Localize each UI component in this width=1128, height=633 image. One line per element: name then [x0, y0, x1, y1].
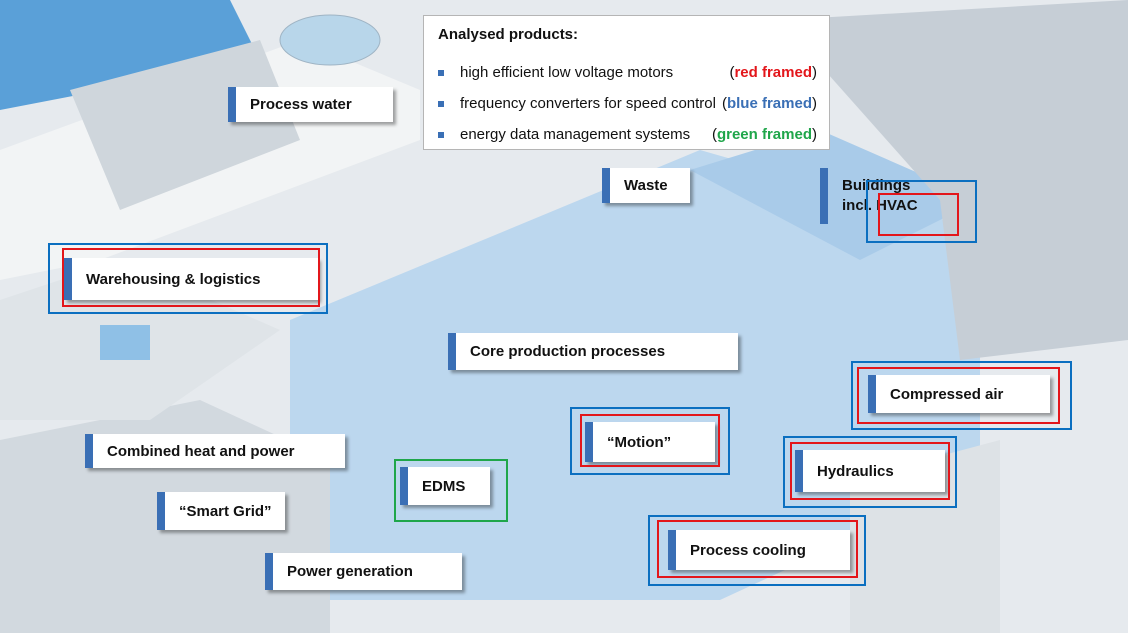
- label-box: Process water: [228, 87, 393, 122]
- label-box: “Smart Grid”: [157, 492, 285, 530]
- paren: (: [721, 95, 727, 112]
- label-text: “Smart Grid”: [179, 502, 272, 520]
- paren: (: [729, 64, 735, 81]
- legend-title: Analysed products:: [438, 26, 579, 43]
- label-box: Core production processes: [448, 333, 738, 370]
- legend-text: high efficient low voltage motors: [460, 64, 674, 81]
- legend: Analysed products: high efficient low vo…: [423, 15, 830, 150]
- label-bar: [265, 553, 273, 590]
- paren: ): [812, 95, 817, 112]
- water-building: [70, 40, 300, 210]
- legend-note: (blue framed): [722, 95, 817, 112]
- label-text: Compressed air: [890, 385, 1004, 403]
- label-bar: [602, 168, 610, 203]
- paren: ): [812, 64, 817, 81]
- label-bar: [85, 434, 93, 468]
- label-box: Hydraulics: [795, 450, 945, 492]
- note: green framed: [716, 126, 812, 143]
- label-bar: [64, 258, 72, 300]
- legend-item: high efficient low voltage motors (red fr…: [438, 64, 817, 84]
- frame: [62, 248, 320, 307]
- legend-note: (green framed): [712, 126, 817, 143]
- frame: [657, 520, 858, 578]
- label-box: “Motion”: [585, 422, 715, 462]
- frame: [570, 407, 730, 475]
- label-bar: [868, 375, 876, 413]
- label-text: Process cooling: [690, 541, 806, 559]
- label-text: Warehousing & logistics: [86, 270, 261, 288]
- label-text: Hydraulics: [817, 462, 894, 480]
- bullet: [438, 132, 444, 138]
- legend-item: frequency converters for speed control (b…: [438, 95, 817, 115]
- note: red framed: [734, 64, 812, 81]
- frame: [851, 361, 1072, 430]
- label-bar: [157, 492, 165, 530]
- frame: [878, 193, 959, 236]
- label-bar: [795, 450, 803, 492]
- gatehouse: [100, 325, 150, 360]
- label-text: “Motion”: [607, 433, 672, 451]
- legend-item: energy data management systems (green fra…: [438, 126, 817, 146]
- legend-note: (red framed): [729, 64, 817, 81]
- legend-text: frequency converters for speed control: [460, 95, 716, 112]
- paren: ): [812, 126, 817, 143]
- canal: [0, 0, 260, 110]
- label-box: Waste: [602, 168, 690, 203]
- label-text: Combined heat and power: [107, 442, 295, 460]
- label-bar: [820, 168, 828, 224]
- label-box: EDMS: [400, 467, 490, 505]
- building-hall: [690, 130, 980, 260]
- frame: [580, 414, 720, 467]
- label-text: Waste: [624, 177, 668, 194]
- frame: [783, 436, 957, 508]
- label-box: Warehousing & logistics: [64, 258, 318, 300]
- label-text: Core production processes: [470, 343, 666, 360]
- frame: [857, 367, 1060, 424]
- label-box: Combined heat and power: [85, 434, 345, 468]
- label-box: Compressed air: [868, 375, 1050, 413]
- label-bar: [400, 467, 408, 505]
- bullet: [438, 101, 444, 107]
- label-bar: [228, 87, 236, 122]
- frame: [790, 442, 950, 500]
- label-text: EDMS: [422, 477, 466, 495]
- legend-text: energy data management systems: [460, 126, 691, 143]
- water-tank: [279, 14, 381, 66]
- paren: (: [711, 126, 717, 143]
- frame: [394, 459, 508, 522]
- frame: [48, 243, 328, 314]
- label-bar: [585, 422, 593, 462]
- label-bar: [668, 530, 676, 570]
- label-box: Power generation: [265, 553, 462, 590]
- label-text: Process water: [250, 96, 352, 113]
- frame: [648, 515, 866, 586]
- label-box: Process cooling: [668, 530, 850, 570]
- note: blue framed: [726, 95, 812, 112]
- label-text: Power generation: [287, 563, 413, 580]
- bullet: [438, 70, 444, 76]
- frame: [866, 180, 977, 243]
- label-bar: [448, 333, 456, 370]
